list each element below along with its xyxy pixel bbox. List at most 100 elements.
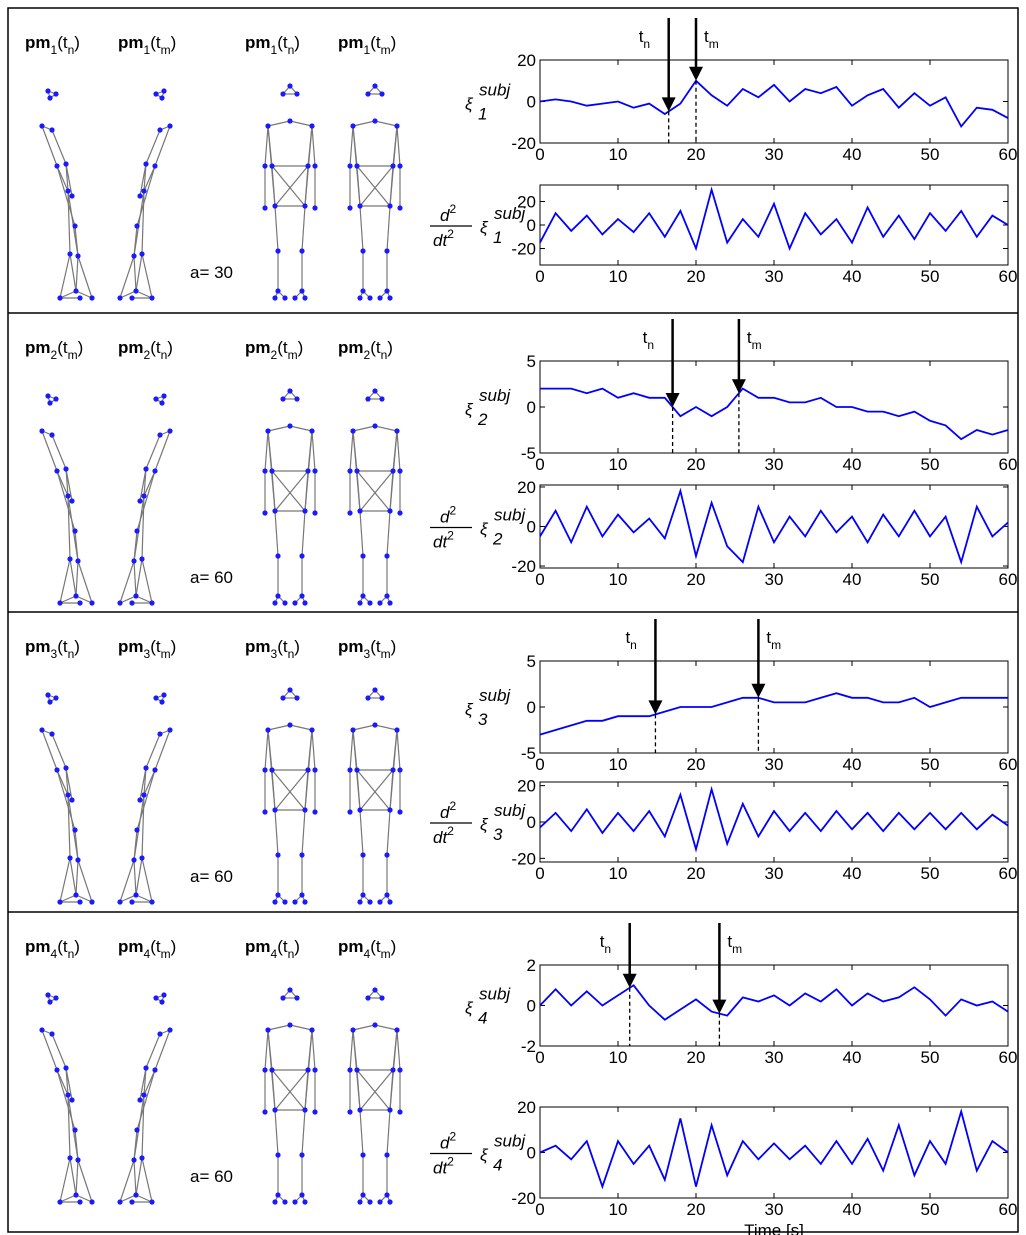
pose-label-part: (t bbox=[150, 937, 161, 956]
joint bbox=[275, 852, 281, 858]
joint bbox=[57, 600, 63, 606]
limb bbox=[374, 724, 398, 731]
marker-label: tm bbox=[727, 932, 742, 956]
limb bbox=[396, 1029, 401, 1071]
marker-arrowhead bbox=[622, 973, 637, 988]
time-marker bbox=[665, 319, 680, 453]
x-tick-label: 60 bbox=[999, 755, 1018, 774]
joint bbox=[377, 295, 383, 301]
limb bbox=[271, 1069, 306, 1111]
x-tick-label: 20 bbox=[687, 1048, 706, 1067]
marker-label: tm bbox=[704, 27, 719, 51]
limb bbox=[119, 894, 137, 903]
limb bbox=[75, 255, 79, 292]
joint bbox=[312, 767, 318, 773]
limb bbox=[349, 1029, 354, 1071]
limb bbox=[154, 1029, 171, 1071]
joint bbox=[387, 899, 393, 905]
joint bbox=[350, 1027, 356, 1033]
marker-label-part: t bbox=[704, 27, 709, 46]
marker-label-part: t bbox=[600, 932, 605, 951]
joint bbox=[45, 692, 51, 698]
joint bbox=[309, 428, 315, 434]
limb bbox=[145, 129, 161, 165]
pose-label: pm1(tn) bbox=[25, 33, 80, 57]
joint bbox=[275, 1152, 281, 1158]
pose-label-part: (t bbox=[150, 338, 161, 357]
x-tick-label: 40 bbox=[843, 1200, 862, 1219]
marker-arrowhead bbox=[731, 379, 746, 394]
limb bbox=[271, 769, 306, 811]
pose-label-part: pm bbox=[118, 637, 144, 656]
joint bbox=[394, 727, 400, 733]
joint bbox=[265, 428, 271, 434]
joint bbox=[117, 899, 123, 905]
limb bbox=[359, 1069, 394, 1111]
joint bbox=[63, 765, 69, 771]
joint bbox=[134, 827, 140, 833]
pose-label-part: pm bbox=[338, 637, 364, 656]
limb bbox=[274, 205, 279, 252]
joint bbox=[367, 1199, 373, 1205]
joint bbox=[152, 1067, 158, 1073]
stick-figure bbox=[347, 83, 403, 301]
limb bbox=[264, 729, 269, 771]
limb bbox=[359, 769, 394, 811]
joint bbox=[131, 857, 137, 863]
limb bbox=[359, 510, 364, 557]
limb bbox=[67, 495, 71, 560]
limb bbox=[75, 1159, 79, 1196]
joint bbox=[354, 1067, 360, 1073]
joint bbox=[387, 1199, 393, 1205]
joint bbox=[65, 792, 71, 798]
pose-label-part: ) bbox=[74, 637, 80, 656]
joint bbox=[347, 1109, 353, 1115]
joint bbox=[379, 91, 385, 97]
joint bbox=[302, 1107, 308, 1113]
joint bbox=[302, 600, 308, 606]
joint bbox=[360, 892, 366, 898]
pose-label-part: ) bbox=[294, 637, 300, 656]
limb bbox=[75, 290, 93, 299]
pose-label-part: pm bbox=[118, 937, 144, 956]
limb bbox=[75, 560, 79, 597]
y-tick-label: 0 bbox=[527, 997, 536, 1016]
pose-label-part: (t bbox=[370, 637, 381, 656]
joint bbox=[350, 123, 356, 129]
stick-figure bbox=[117, 992, 173, 1205]
y-tick-label: -20 bbox=[511, 557, 536, 576]
joint bbox=[272, 1107, 278, 1113]
y-label-sup: subj bbox=[479, 985, 511, 1004]
limb bbox=[65, 767, 73, 801]
derivative-numerator: d2 bbox=[440, 1130, 456, 1153]
joint bbox=[384, 593, 390, 599]
joint bbox=[387, 600, 393, 606]
joint bbox=[69, 1097, 75, 1103]
limb bbox=[135, 253, 143, 292]
pose-label-part: pm bbox=[25, 33, 51, 52]
joint bbox=[262, 1109, 268, 1115]
joint bbox=[153, 995, 159, 1001]
joint bbox=[397, 468, 403, 474]
joint bbox=[139, 556, 145, 562]
x-tick-label: 10 bbox=[609, 1048, 628, 1067]
joint bbox=[372, 118, 378, 124]
limb bbox=[311, 729, 316, 771]
joint bbox=[302, 508, 308, 514]
joint bbox=[360, 1152, 366, 1158]
pose-label-part: n bbox=[68, 43, 75, 57]
stick-figure bbox=[117, 393, 173, 606]
limb bbox=[274, 1069, 309, 1111]
pose-label-part: m bbox=[161, 647, 171, 661]
limb bbox=[139, 767, 147, 801]
x-tick-label: 30 bbox=[765, 864, 784, 883]
joint bbox=[75, 857, 81, 863]
joint bbox=[67, 251, 73, 257]
joint bbox=[141, 493, 147, 499]
time-marker bbox=[731, 319, 746, 453]
marker-label-part: n bbox=[647, 338, 654, 352]
joint bbox=[39, 1027, 45, 1033]
joint bbox=[49, 731, 55, 737]
joint bbox=[302, 899, 308, 905]
limb bbox=[59, 290, 77, 299]
